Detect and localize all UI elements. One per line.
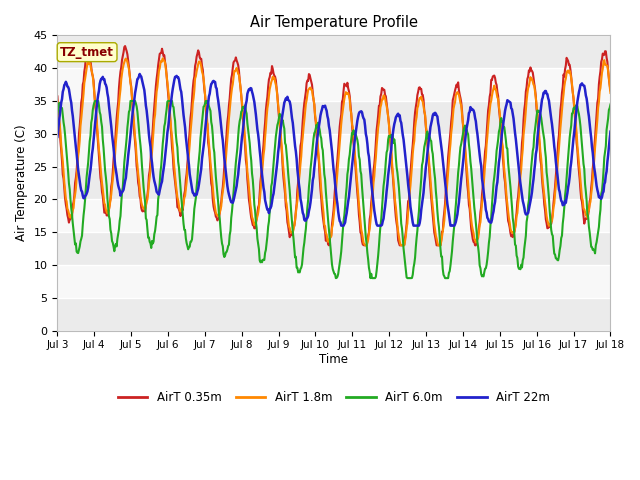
- AirT 6.0m: [403, 275, 410, 280]
- AirT 6.0m: [207, 108, 214, 114]
- AirT 1.8m: [207, 159, 214, 165]
- Bar: [58, 232, 611, 265]
- AirT 0.35m: [177, 210, 185, 216]
- AirT 0.35m: [325, 242, 333, 248]
- AirT 6.0m: [607, 102, 614, 108]
- Line: AirT 6.0m: AirT 6.0m: [58, 101, 611, 278]
- Y-axis label: Air Temperature (C): Air Temperature (C): [15, 125, 28, 241]
- AirT 6.0m: [332, 275, 340, 281]
- AirT 22m: [403, 167, 410, 172]
- AirT 6.0m: [177, 194, 185, 200]
- AirT 1.8m: [63, 206, 71, 212]
- Title: Air Temperature Profile: Air Temperature Profile: [250, 15, 418, 30]
- Bar: [58, 134, 611, 167]
- AirT 0.35m: [63, 212, 71, 218]
- AirT 22m: [54, 134, 61, 140]
- Bar: [58, 101, 611, 134]
- AirT 1.8m: [177, 206, 185, 212]
- AirT 22m: [607, 129, 614, 134]
- AirT 22m: [337, 223, 345, 228]
- AirT 1.8m: [607, 90, 614, 96]
- AirT 6.0m: [63, 161, 71, 167]
- AirT 0.35m: [207, 168, 214, 173]
- AirT 0.35m: [607, 87, 614, 93]
- AirT 6.0m: [54, 111, 61, 117]
- AirT 0.35m: [120, 44, 128, 50]
- Line: AirT 0.35m: AirT 0.35m: [58, 46, 611, 245]
- Bar: [58, 167, 611, 199]
- AirT 6.0m: [92, 98, 99, 104]
- AirT 1.8m: [403, 225, 410, 230]
- AirT 6.0m: [419, 159, 427, 165]
- AirT 1.8m: [362, 242, 370, 248]
- Bar: [58, 199, 611, 232]
- AirT 22m: [177, 89, 185, 95]
- AirT 1.8m: [120, 60, 128, 65]
- AirT 22m: [207, 85, 214, 91]
- AirT 1.8m: [159, 56, 166, 61]
- AirT 22m: [63, 84, 71, 89]
- AirT 0.35m: [121, 43, 129, 49]
- AirT 0.35m: [54, 94, 61, 99]
- AirT 1.8m: [54, 98, 61, 104]
- Line: AirT 22m: AirT 22m: [58, 74, 611, 226]
- AirT 1.8m: [419, 99, 427, 105]
- AirT 22m: [419, 196, 427, 202]
- Bar: [58, 265, 611, 298]
- Bar: [58, 68, 611, 101]
- Line: AirT 1.8m: AirT 1.8m: [58, 59, 611, 245]
- AirT 0.35m: [403, 221, 410, 227]
- X-axis label: Time: Time: [319, 353, 348, 366]
- Text: TZ_tmet: TZ_tmet: [60, 46, 114, 59]
- AirT 22m: [120, 183, 128, 189]
- Bar: [58, 298, 611, 331]
- Legend: AirT 0.35m, AirT 1.8m, AirT 6.0m, AirT 22m: AirT 0.35m, AirT 1.8m, AirT 6.0m, AirT 2…: [113, 387, 555, 409]
- Bar: [58, 36, 611, 68]
- AirT 6.0m: [121, 152, 129, 158]
- AirT 22m: [136, 71, 143, 77]
- AirT 0.35m: [419, 92, 427, 98]
